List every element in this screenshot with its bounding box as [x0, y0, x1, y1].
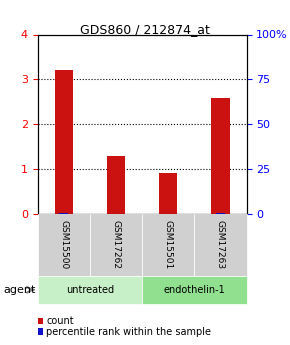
Text: endothelin-1: endothelin-1: [164, 285, 225, 295]
Bar: [216, 213, 225, 214]
Text: untreated: untreated: [66, 285, 114, 295]
Bar: [107, 157, 125, 214]
Text: GSM15501: GSM15501: [164, 220, 173, 269]
Bar: [211, 98, 230, 214]
Text: GDS860 / 212874_at: GDS860 / 212874_at: [80, 23, 210, 36]
Bar: [59, 213, 68, 214]
Text: percentile rank within the sample: percentile rank within the sample: [46, 327, 211, 336]
Text: GSM17263: GSM17263: [216, 220, 225, 269]
Bar: [55, 70, 73, 214]
Text: GSM17262: GSM17262: [111, 220, 121, 269]
Text: agent: agent: [3, 285, 35, 295]
Text: GSM15500: GSM15500: [59, 220, 68, 269]
Bar: [159, 172, 177, 214]
Text: count: count: [46, 316, 74, 326]
